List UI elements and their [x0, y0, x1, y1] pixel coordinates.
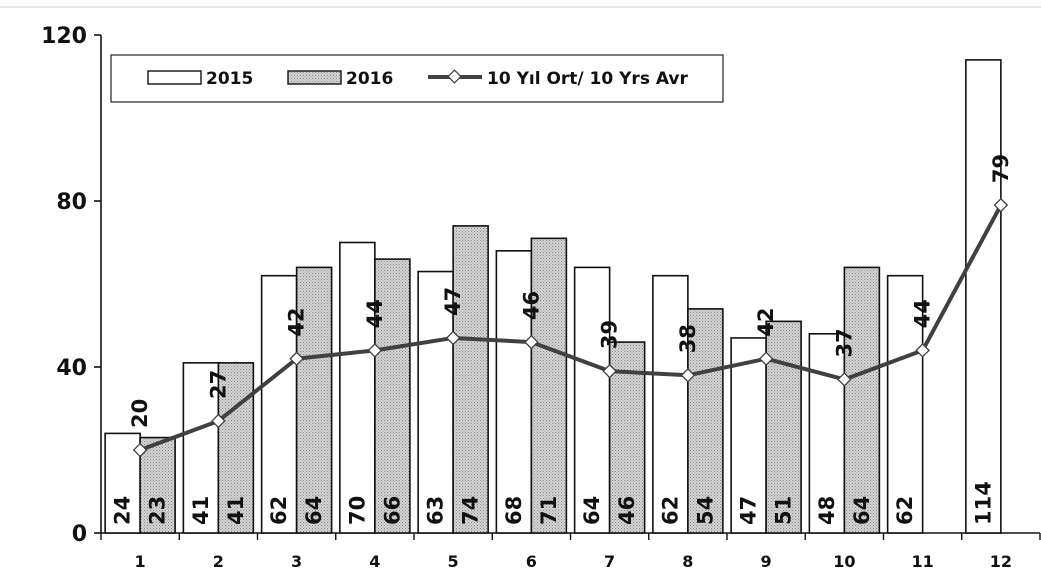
bar-2016	[530, 237, 568, 534]
bar-2016	[139, 436, 176, 534]
data-label-average: 39	[598, 320, 622, 349]
x-tick-label: 1	[135, 552, 146, 571]
x-tick-label: 11	[911, 552, 933, 571]
data-label-average: 38	[676, 324, 700, 353]
data-label-2016: 64	[302, 496, 326, 525]
data-label-2015: 68	[502, 496, 526, 525]
data-label-average: 44	[363, 299, 387, 328]
average-point	[445, 330, 461, 346]
data-label-2016: 23	[146, 496, 170, 525]
y-tick-label: 80	[56, 190, 87, 215]
bar-2016	[295, 266, 333, 534]
bar-2015	[182, 362, 220, 534]
x-tick-label: 4	[369, 552, 380, 571]
legend-swatch-2015	[147, 70, 202, 85]
average-point	[680, 368, 696, 383]
x-tick-label: 10	[833, 552, 855, 571]
average-point	[524, 334, 539, 350]
data-label-2015: 62	[267, 496, 291, 525]
y-tick-label: 120	[41, 24, 87, 49]
average-line	[139, 204, 1003, 452]
legend-label-2015: 2015	[206, 69, 253, 89]
average-point	[602, 363, 617, 379]
bar-2016	[217, 362, 255, 534]
y-tick-label: 40	[56, 356, 87, 381]
legend-swatch-2016	[287, 70, 342, 85]
data-label-average: 44	[911, 299, 935, 328]
data-label-2016: 71	[537, 496, 561, 525]
data-label-2016: 54	[693, 496, 717, 525]
average-point	[367, 343, 383, 358]
data-label-average: 27	[206, 370, 230, 399]
data-label-2016: 66	[380, 496, 404, 525]
legend: 2015 2016 10 Yıl Ort/ 10 Yrs Avr	[110, 54, 724, 103]
x-tick-label: 3	[291, 552, 302, 571]
data-label-average: 79	[989, 154, 1013, 183]
data-label-2016: 74	[459, 496, 483, 525]
legend-label-average: 10 Yıl Ort/ 10 Yrs Avr	[487, 69, 688, 89]
data-label-average: 42	[754, 307, 778, 336]
bar-2016	[374, 258, 411, 534]
data-label-2016: 51	[772, 496, 796, 525]
data-label-average: 46	[519, 291, 543, 320]
average-point	[758, 351, 774, 366]
average-point	[915, 343, 930, 358]
average-point	[837, 372, 852, 387]
data-label-2016: 46	[615, 496, 639, 525]
data-label-2015: 62	[658, 496, 682, 525]
bar-2016	[843, 266, 881, 534]
bar-2016	[452, 225, 489, 534]
data-label-2016: 41	[224, 496, 248, 525]
average-point	[132, 442, 148, 458]
x-tick-label: 2	[213, 552, 224, 571]
data-label-2015: 48	[815, 496, 839, 525]
x-tick-label: 9	[761, 552, 772, 571]
data-label-average: 37	[832, 328, 856, 357]
data-label-2015: 47	[737, 496, 761, 525]
data-label-average: 47	[441, 287, 465, 316]
bar-2015	[573, 266, 611, 534]
average-point	[993, 197, 1009, 213]
average-point	[211, 413, 226, 429]
legend-box	[110, 54, 724, 103]
bar-2015	[104, 432, 141, 534]
bar-2015	[495, 250, 533, 534]
bar-2016	[687, 308, 724, 534]
data-label-2015: 41	[189, 496, 213, 525]
x-tick-label: 5	[448, 552, 459, 571]
bar-2015	[339, 241, 376, 534]
data-label-2015: 114	[971, 481, 995, 525]
average-point	[289, 351, 304, 366]
data-label-2016: 64	[850, 496, 874, 525]
x-tick-label: 12	[990, 552, 1012, 571]
data-label-average: 20	[128, 399, 152, 428]
bar-2015	[965, 59, 1002, 534]
x-tick-label: 6	[526, 552, 537, 571]
data-label-2015: 64	[580, 496, 604, 525]
legend-label-2016: 2016	[346, 69, 393, 89]
data-label-2015: 63	[424, 496, 448, 525]
data-label-average: 42	[285, 307, 309, 336]
bar-2016	[765, 320, 802, 534]
bar-2015	[886, 274, 924, 534]
legend-swatch-average-marker	[447, 69, 462, 84]
bar-2015	[808, 332, 846, 534]
bar-2015	[730, 337, 767, 534]
data-label-2015: 70	[345, 496, 369, 525]
x-tick-label: 7	[604, 552, 615, 571]
bar-2015	[652, 274, 689, 534]
y-tick-label: 0	[72, 522, 87, 547]
data-label-2015: 62	[893, 496, 917, 525]
data-label-2015: 24	[111, 496, 135, 525]
x-tick-label: 8	[682, 552, 693, 571]
